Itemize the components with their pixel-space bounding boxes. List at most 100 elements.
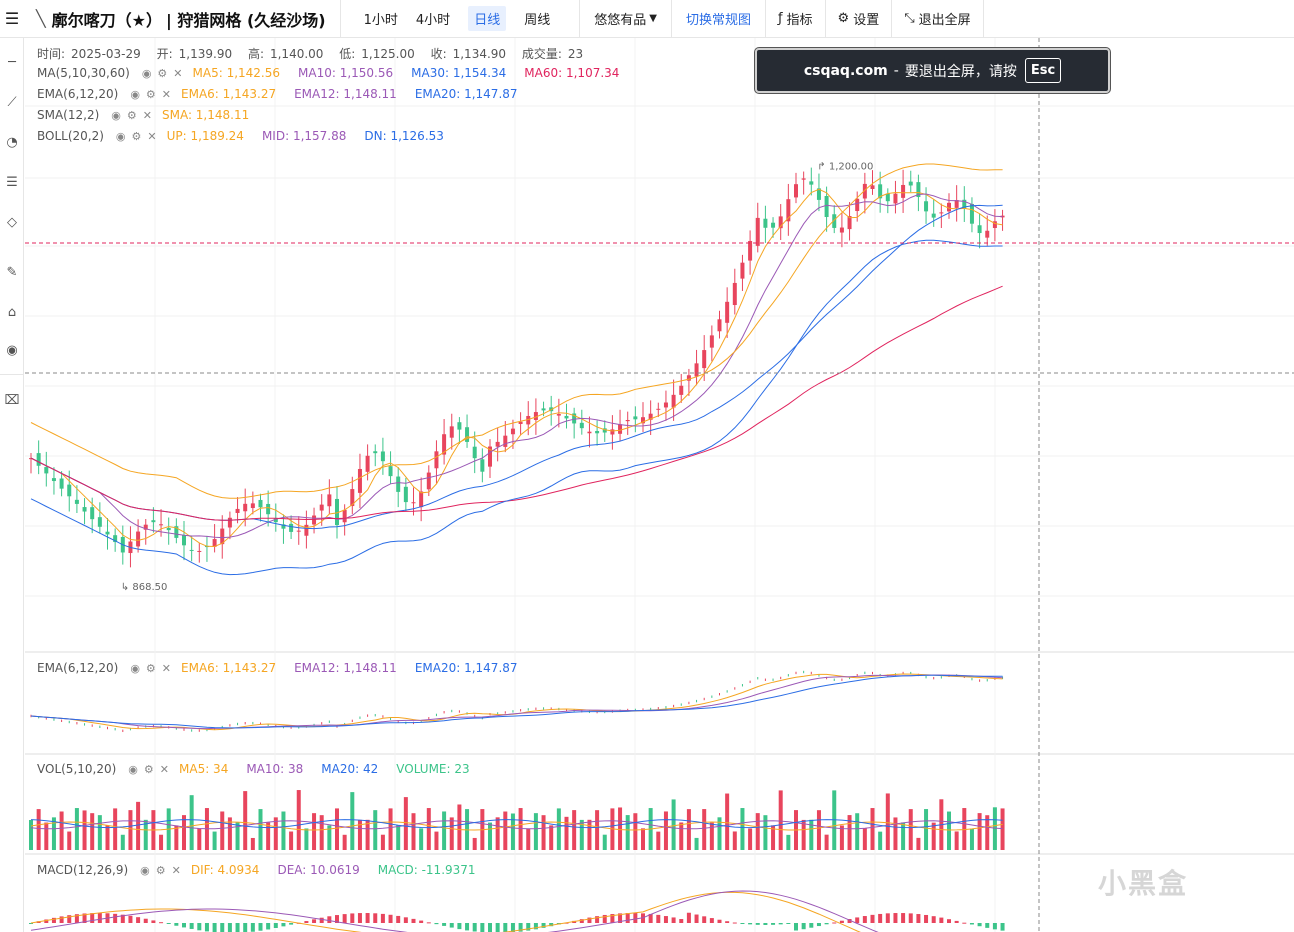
fib-tool-icon[interactable]: ☰ — [6, 174, 18, 190]
period-4h[interactable]: 4小时 — [415, 13, 451, 28]
volume-bar — [602, 834, 607, 850]
volume-bar — [312, 813, 317, 850]
volume-bar — [717, 817, 722, 850]
macd-bar — [449, 923, 454, 928]
eye-icon[interactable]: ◉ — [130, 87, 140, 101]
eye-icon[interactable]: ◉ — [130, 661, 140, 675]
gear-icon[interactable]: ⚙ — [131, 129, 142, 143]
close-icon[interactable]: ✕ — [161, 661, 172, 675]
close-icon[interactable]: ✕ — [159, 762, 169, 776]
gear-icon[interactable]: ⚙ — [145, 87, 156, 101]
candle-body — [878, 184, 883, 199]
pencil-icon[interactable]: ✎ — [6, 264, 18, 280]
eye-icon[interactable]: ◉ — [111, 108, 121, 122]
macd-bar — [893, 913, 898, 923]
close-icon[interactable]: ✕ — [171, 863, 181, 877]
volume-bar — [136, 801, 141, 850]
trash-icon[interactable]: ⌧ — [4, 392, 20, 408]
close-icon[interactable]: ✕ — [147, 129, 157, 143]
macd-bar — [327, 916, 332, 923]
volume-bar — [901, 822, 906, 850]
candle-body — [304, 524, 309, 536]
volume-bar — [801, 819, 806, 850]
volume-bar — [97, 815, 102, 850]
macd-bar — [633, 913, 638, 923]
macd-bar — [924, 914, 929, 923]
low-marker: ↳ 868.50 — [121, 582, 168, 593]
divider — [982, 0, 984, 38]
candle-body — [992, 221, 997, 229]
macd-bar — [212, 923, 217, 932]
period-1h[interactable]: 1小时 — [363, 13, 398, 28]
legend-ema-pane: EMA(6,12,20) ◉ ⚙ ✕ EMA6: 1,143.27 EMA12: 1,14… — [37, 661, 536, 675]
volume-bar — [962, 808, 967, 850]
indicator-button[interactable]: ƒ 指标 — [766, 0, 825, 38]
macd-bar — [304, 921, 309, 923]
candle-body — [143, 524, 148, 530]
volume-bar — [159, 834, 164, 850]
macd-bar — [442, 923, 447, 926]
indicator-label: 指标 — [786, 13, 813, 28]
gear-icon[interactable]: ⚙ — [155, 863, 166, 877]
candle-body — [541, 408, 546, 411]
volume-bar — [266, 822, 271, 850]
eye-icon[interactable]: ◉ — [141, 66, 152, 80]
close-icon[interactable]: ✕ — [161, 87, 172, 101]
macd-bar — [396, 915, 401, 923]
period-day[interactable]: 日线 — [459, 0, 515, 38]
eye-icon[interactable]: ◉ — [6, 342, 18, 358]
lock-icon[interactable]: ⌂ — [7, 304, 17, 320]
volume-bar — [763, 815, 768, 850]
gear-icon[interactable]: ⚙ — [126, 108, 137, 122]
macd-bar — [166, 923, 171, 924]
close-icon[interactable]: ✕ — [173, 66, 183, 80]
gear-icon[interactable]: ⚙ — [157, 66, 168, 80]
candle-body — [495, 441, 500, 447]
ma-line — [30, 163, 1003, 499]
ema-pane-line — [30, 674, 1003, 729]
legend-name: MACD(12,26,9) — [37, 863, 129, 877]
gear-icon[interactable]: ⚙ — [143, 762, 154, 776]
candle-body — [480, 459, 485, 472]
switch-chart-button[interactable]: 切换常规图 — [685, 13, 751, 28]
candle-body — [113, 535, 118, 543]
high-value: 1,140.00 — [269, 47, 324, 61]
macd-bar — [809, 923, 814, 928]
gear-icon[interactable]: ⚙ — [145, 661, 156, 675]
volume-bar — [342, 834, 347, 850]
candle-body — [870, 185, 875, 189]
volume-bar — [533, 813, 538, 850]
candle-body — [763, 218, 768, 228]
eye-icon[interactable]: ◉ — [115, 129, 126, 143]
candle-body — [748, 240, 753, 261]
candle-body — [212, 539, 217, 547]
candle-body — [633, 416, 638, 420]
line-tool-icon[interactable]: ─ — [8, 54, 16, 70]
period-week[interactable]: 周线 — [524, 13, 551, 28]
candle-body — [885, 193, 890, 202]
time-label: 时间: — [37, 47, 66, 61]
exit-fullscreen-button[interactable]: ⤡ 退出全屏 — [892, 0, 982, 38]
candle-body — [924, 201, 929, 212]
trend-line-icon[interactable]: ⟋ — [7, 94, 17, 110]
macd-bar — [748, 923, 753, 925]
macd-bar — [878, 913, 883, 923]
macd-bar — [771, 923, 776, 925]
candlestick-chart[interactable]: ↱ 1,200.00 ↳ 868.50 — [25, 38, 1294, 932]
volume-bar — [549, 825, 554, 850]
close-icon[interactable]: ✕ — [142, 108, 152, 122]
platform-select[interactable]: 悠悠有品 ▼ — [580, 0, 671, 38]
macd-bar — [977, 923, 982, 927]
menu-icon[interactable]: ☰ — [4, 9, 20, 28]
eye-icon[interactable]: ◉ — [128, 762, 138, 776]
candle-body — [985, 230, 990, 238]
legend-value: UP: 1,189.24 — [166, 129, 244, 143]
shape-tool-icon[interactable]: ◇ — [7, 214, 17, 230]
candle-body — [572, 413, 577, 424]
eye-icon[interactable]: ◉ — [140, 863, 150, 877]
candle-body — [419, 491, 424, 508]
settings-button[interactable]: ⚙ 设置 — [826, 0, 892, 38]
volume-bar — [816, 810, 821, 850]
volume-bar — [403, 797, 408, 850]
circle-tool-icon[interactable]: ◔ — [6, 134, 18, 150]
